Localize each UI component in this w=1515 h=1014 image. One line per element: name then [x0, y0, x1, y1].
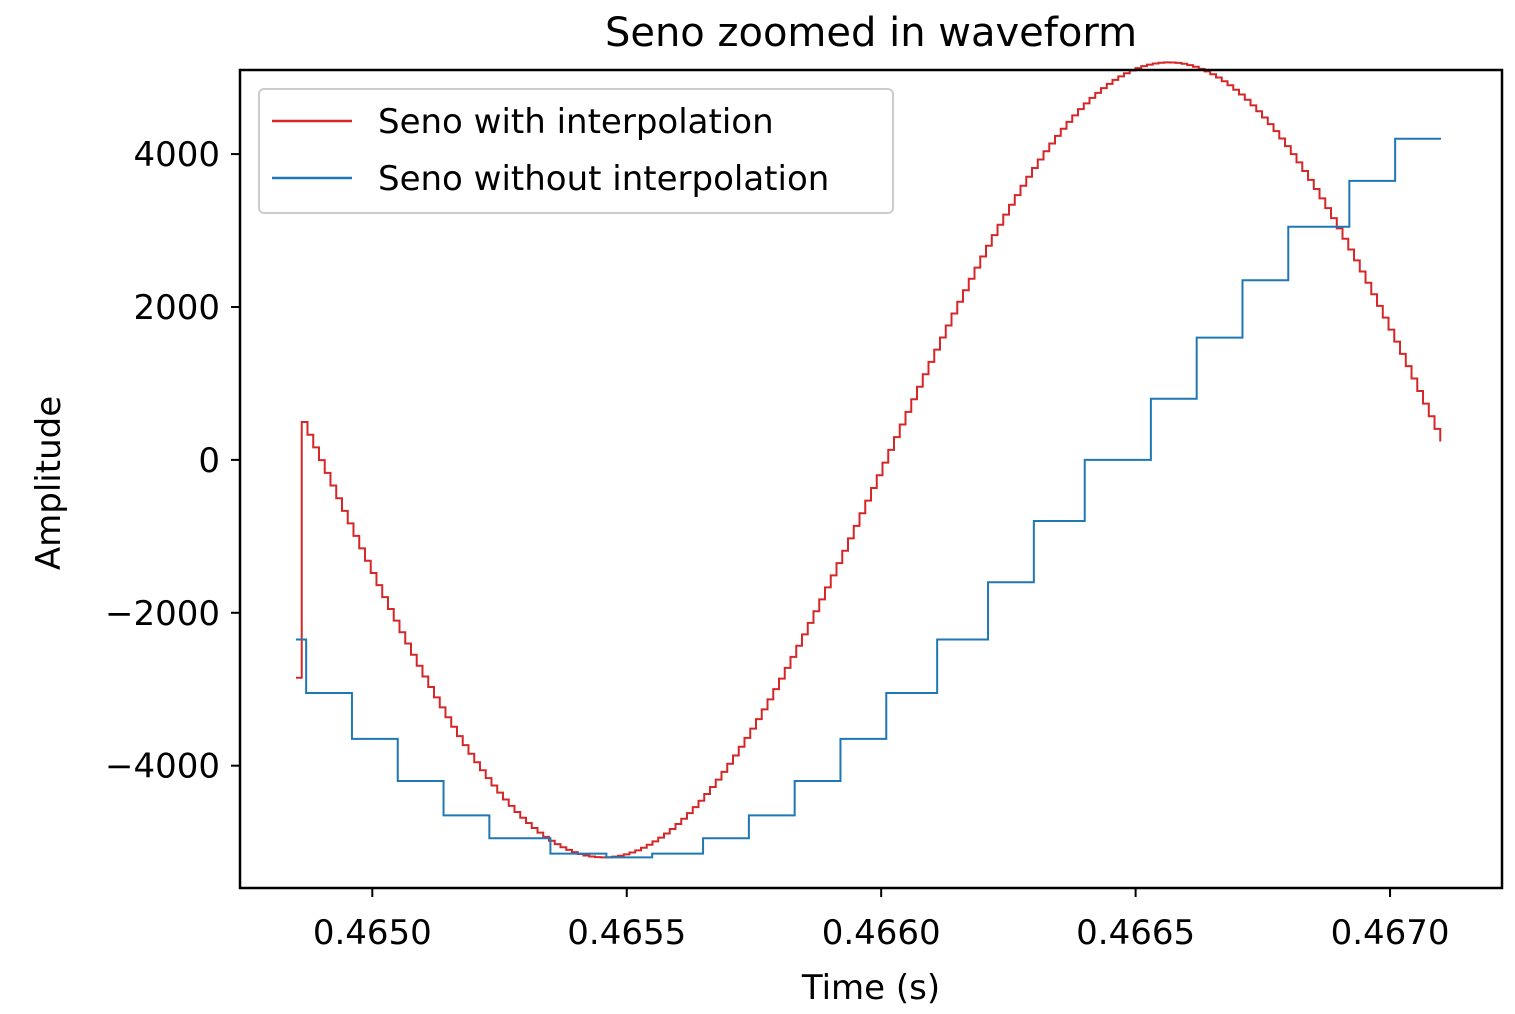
y-tick-label: −4000	[105, 747, 220, 787]
x-tick-label: 0.4655	[567, 913, 686, 953]
x-tick-label: 0.4670	[1331, 913, 1450, 953]
legend: Seno with interpolation Seno without inte…	[258, 88, 894, 214]
y-tick-label: 0	[198, 441, 220, 481]
plot-area: 0.4650 0.4655 0.4660 0.4665 0.4670 4000 2000 0 −…	[105, 61, 1504, 953]
axes-frame	[238, 68, 1504, 890]
chart-title: Seno zoomed in waveform	[605, 10, 1137, 56]
legend-box	[258, 88, 894, 214]
y-tick-label: −2000	[105, 594, 220, 634]
legend-label: Seno with interpolation	[378, 102, 774, 142]
series-line-2	[295, 137, 1441, 859]
x-tick-label: 0.4660	[822, 913, 941, 953]
x-axis-label: Time (s)	[801, 968, 940, 1008]
x-tick-label: 0.4650	[313, 913, 432, 953]
y-axis-label: Amplitude	[29, 396, 69, 570]
legend-label: Seno without interpolation	[378, 159, 829, 199]
x-tick-label: 0.4665	[1076, 913, 1195, 953]
y-tick-label: 2000	[133, 288, 220, 328]
y-tick-label: 4000	[133, 135, 220, 175]
series-line-1	[295, 61, 1442, 859]
